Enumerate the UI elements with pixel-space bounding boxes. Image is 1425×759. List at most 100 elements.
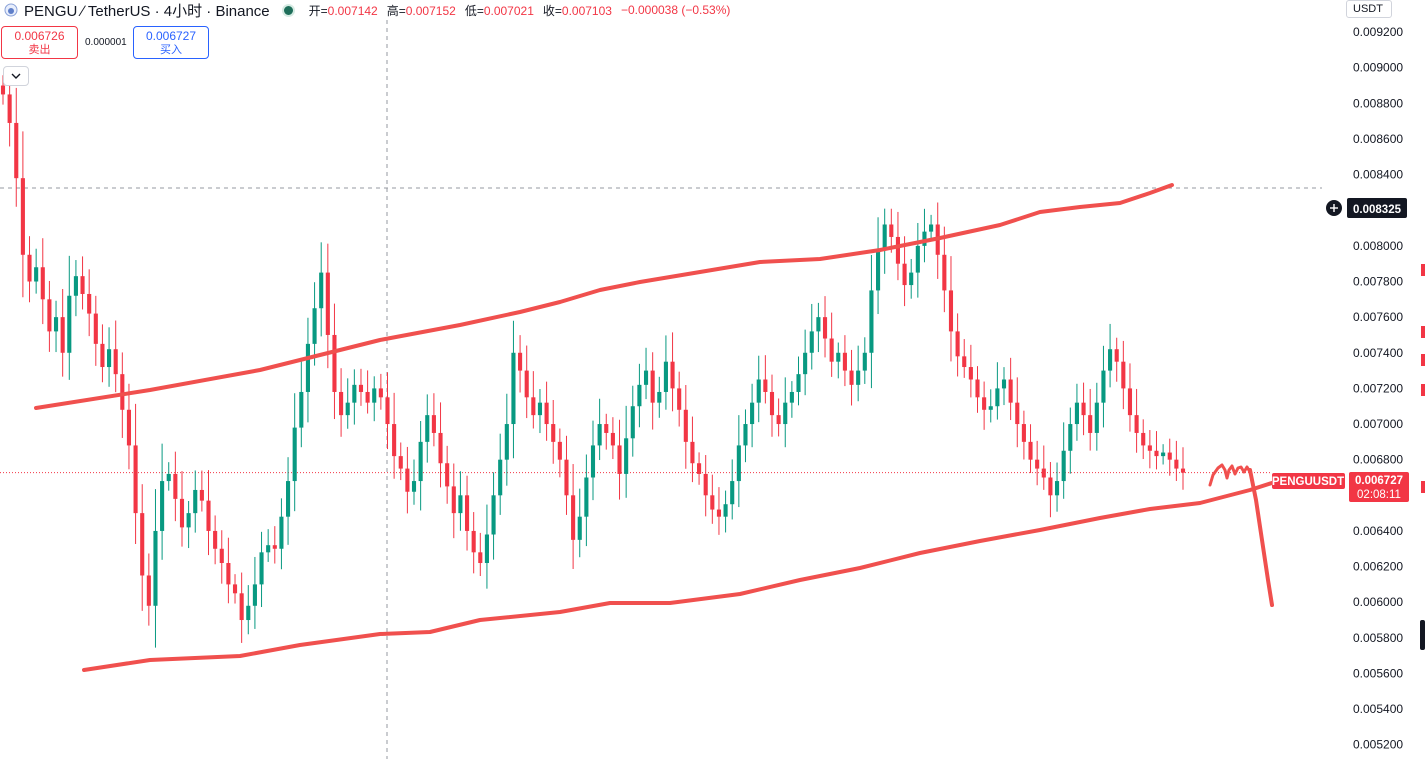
candle-body <box>531 397 536 416</box>
price-axis-background[interactable] <box>1341 0 1425 759</box>
candle-body <box>67 295 72 353</box>
candle-body <box>292 427 297 482</box>
sell-button[interactable]: 0.006726 卖出 <box>1 26 78 59</box>
scroll-handle[interactable] <box>1420 620 1425 650</box>
candle-body <box>776 415 781 425</box>
candle-body <box>955 331 960 357</box>
candle-body <box>995 388 1000 407</box>
projection-drop-line <box>1248 468 1274 607</box>
candle-body <box>564 459 569 496</box>
candle-body <box>1068 424 1073 451</box>
candles <box>0 73 1186 648</box>
candle-body <box>1021 424 1026 442</box>
candle-body <box>942 254 947 291</box>
candle-body <box>1174 459 1179 469</box>
candle-body <box>710 495 715 510</box>
status-dot-icon[interactable] <box>281 3 295 17</box>
candle-body <box>478 552 483 564</box>
candle-body <box>683 409 688 442</box>
currency-selector[interactable]: USDT <box>1346 0 1392 18</box>
candle-body <box>299 391 304 428</box>
candle-body <box>836 352 841 362</box>
price-tick-label: 0.007800 <box>1353 275 1403 289</box>
candle-body <box>113 349 118 375</box>
price-axis[interactable]: 0.009200 0.009000 0.008800 0.008600 0.008400… <box>1353 25 1403 752</box>
candle-body <box>504 424 509 460</box>
candle-body <box>405 468 410 492</box>
last-price-value: 0.006727 <box>1355 475 1403 487</box>
candle-body <box>783 402 788 425</box>
price-tick-label: 0.009000 <box>1353 61 1403 75</box>
buy-button[interactable]: 0.006727 买入 <box>133 26 209 59</box>
candle-body <box>756 379 761 403</box>
axis-edge-marks <box>1421 264 1425 493</box>
price-tick-label: 0.005600 <box>1353 666 1403 680</box>
candle-body <box>551 424 556 442</box>
buy-price: 0.006727 <box>145 28 197 43</box>
candle-body <box>279 516 284 549</box>
candle-body <box>186 513 191 528</box>
price-tick-label: 0.007000 <box>1353 417 1403 431</box>
candle-body <box>663 361 668 392</box>
candle-body <box>372 388 377 403</box>
candle-body <box>716 509 722 517</box>
candle-body <box>617 445 622 474</box>
candle-body <box>206 500 211 531</box>
price-tick-label: 0.008400 <box>1353 168 1403 182</box>
candle-body <box>1114 349 1119 362</box>
candle-body <box>518 352 523 371</box>
candle-body <box>107 349 112 368</box>
candle-body <box>305 343 310 392</box>
symbol-title[interactable]: PENGU ∕ TetherUS · 4小时 · Binance <box>24 2 270 20</box>
candle-body <box>763 379 768 392</box>
candle-body <box>27 254 32 282</box>
candle-body <box>1161 452 1166 457</box>
candle-body <box>1101 370 1106 403</box>
candle-body <box>34 267 39 282</box>
price-tick-label: 0.008600 <box>1353 132 1403 146</box>
candle-body <box>677 388 682 410</box>
symbol-logo-icon <box>4 3 18 17</box>
candle-body <box>1180 468 1186 473</box>
candle-body <box>286 481 291 517</box>
candle-body <box>471 530 476 553</box>
price-tick-label: 0.007400 <box>1353 346 1403 360</box>
candle-body <box>20 178 25 255</box>
candle-body <box>544 402 549 425</box>
candle-body <box>849 370 854 385</box>
candle-body <box>1061 450 1066 482</box>
candle-body <box>882 224 887 250</box>
candle-body <box>425 415 430 442</box>
candle-body <box>1054 481 1060 496</box>
candle-body <box>511 352 516 425</box>
candle-body <box>690 441 695 464</box>
candle-body <box>803 352 808 375</box>
candle-body <box>392 424 397 457</box>
candle-body <box>213 530 218 549</box>
candle-body <box>126 409 132 446</box>
candle-body <box>445 463 450 487</box>
candle-body <box>537 402 543 416</box>
candle-body <box>438 432 443 464</box>
ohlc-low: 低=0.007021 <box>464 3 534 18</box>
candle-body <box>93 313 98 344</box>
candle-body <box>862 352 867 371</box>
candle-body <box>431 415 436 433</box>
candle-body <box>491 495 496 535</box>
candle-body <box>398 456 403 469</box>
candle-body <box>153 530 158 606</box>
crosshair-price-value: 0.008325 <box>1353 204 1402 216</box>
candle-body <box>968 367 973 380</box>
candle-body <box>895 236 900 264</box>
candle-body <box>630 406 635 439</box>
candle-body <box>962 356 967 368</box>
candle-body <box>1035 459 1040 469</box>
candle-body <box>736 445 741 482</box>
candle-body <box>524 370 529 398</box>
candle-body <box>345 402 350 416</box>
candle-body <box>876 249 881 291</box>
collapse-legend-button[interactable] <box>3 66 29 86</box>
candle-body <box>252 584 257 606</box>
candle-body <box>829 338 834 362</box>
